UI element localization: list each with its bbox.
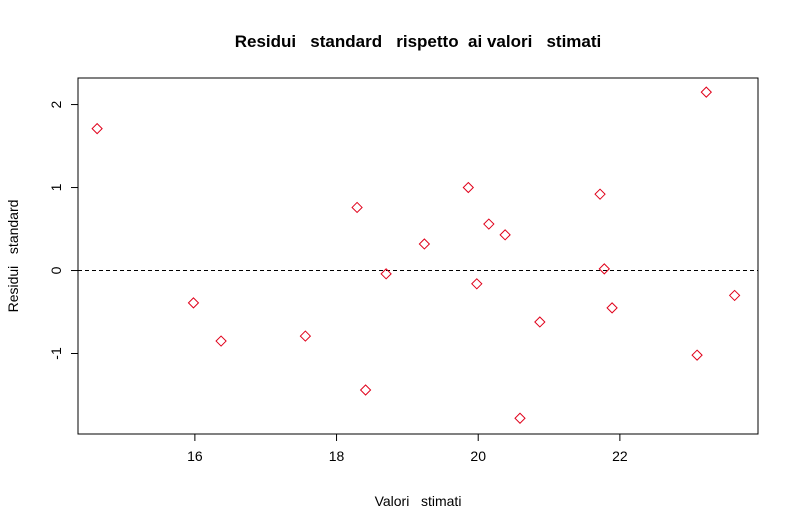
data-point bbox=[728, 289, 741, 302]
data-point bbox=[462, 181, 474, 194]
data-point bbox=[499, 229, 511, 241]
x-tick-label: 16 bbox=[187, 448, 203, 464]
data-point bbox=[471, 278, 483, 290]
data-point bbox=[700, 86, 712, 98]
y-axis-label: Residui standard bbox=[5, 200, 21, 313]
data-point bbox=[380, 268, 392, 280]
data-point bbox=[215, 335, 227, 347]
x-tick-label: 18 bbox=[329, 448, 345, 464]
y-tick-label: 1 bbox=[48, 183, 64, 191]
data-point bbox=[351, 201, 363, 214]
x-tick-label: 20 bbox=[470, 448, 486, 464]
data-point bbox=[594, 188, 606, 200]
x-tick-label: 22 bbox=[612, 448, 628, 464]
data-point bbox=[91, 122, 103, 135]
x-axis-label: Valori stimati bbox=[375, 493, 462, 509]
data-point bbox=[359, 384, 372, 396]
y-axis: -1 0 1 2 bbox=[48, 100, 78, 360]
chart-title: Residui standard rispetto ai valori stim… bbox=[235, 32, 602, 51]
y-tick-label: 0 bbox=[48, 266, 64, 274]
data-point bbox=[691, 349, 703, 361]
data-point bbox=[606, 302, 618, 314]
data-point bbox=[483, 218, 495, 230]
y-tick-label: -1 bbox=[48, 347, 64, 360]
data-point bbox=[418, 238, 431, 250]
data-point bbox=[534, 316, 546, 328]
data-point bbox=[187, 297, 200, 309]
plot-frame bbox=[77, 77, 759, 435]
y-tick-label: 2 bbox=[48, 100, 64, 108]
x-axis: 16 18 20 22 bbox=[187, 434, 628, 464]
data-point bbox=[514, 412, 526, 424]
data-point bbox=[598, 263, 610, 275]
points-layer bbox=[91, 86, 741, 424]
data-point bbox=[299, 330, 312, 342]
